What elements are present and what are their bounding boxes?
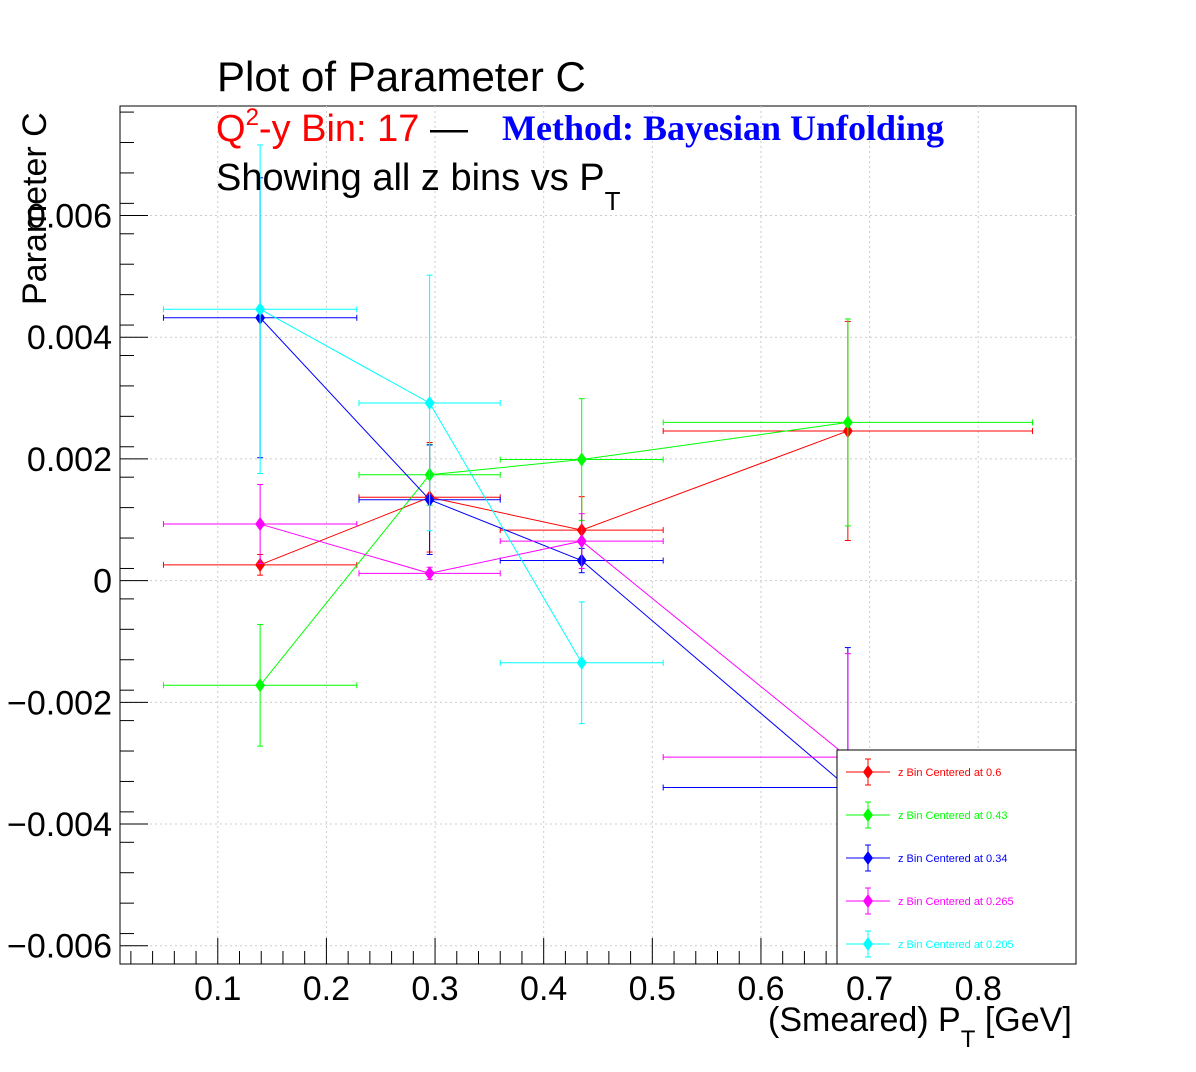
title-dash: — bbox=[430, 108, 468, 150]
y-tick-label: −0.002 bbox=[7, 684, 112, 722]
series-4 bbox=[162, 144, 664, 725]
x-tick-label: 0.8 bbox=[955, 970, 1002, 1008]
legend-label: z Bin Centered at 0.34 bbox=[898, 853, 1007, 865]
showing-text: Showing all z bins vs P bbox=[216, 157, 605, 199]
series-line bbox=[259, 430, 849, 566]
legend-box bbox=[836, 749, 1077, 965]
data-point bbox=[255, 678, 266, 693]
y-tick-label: 0 bbox=[93, 563, 112, 601]
legend-marker bbox=[863, 808, 873, 822]
legend-label: z Bin Centered at 0.205 bbox=[898, 939, 1014, 951]
legend-label: z Bin Centered at 0.6 bbox=[898, 767, 1001, 779]
legend-entry: z Bin Centered at 0.265 bbox=[846, 887, 1014, 915]
data-point bbox=[842, 415, 853, 430]
y-tick-label: 0.006 bbox=[27, 198, 112, 236]
series-line bbox=[259, 421, 848, 686]
y-tick-label: 0.004 bbox=[27, 319, 112, 357]
legend-marker bbox=[863, 894, 873, 908]
y-axis-label: Parameter C bbox=[16, 112, 54, 305]
data-point bbox=[576, 655, 587, 670]
legend-label: z Bin Centered at 0.265 bbox=[898, 896, 1014, 908]
q2-superscript: 2 bbox=[246, 104, 259, 131]
legend-entry: z Bin Centered at 0.34 bbox=[846, 844, 1007, 872]
bin-label: Q2-y Bin: 17 bbox=[216, 104, 419, 150]
y-tick-label: 0.002 bbox=[27, 441, 112, 479]
x-tick-label: 0.2 bbox=[303, 970, 350, 1008]
bin-text: -y Bin: 17 bbox=[259, 108, 420, 150]
series-line bbox=[259, 317, 849, 788]
x-tick-label: 0.6 bbox=[737, 970, 784, 1008]
y-tick-label: −0.004 bbox=[7, 806, 112, 844]
x-label-pre: (Smeared) P bbox=[768, 1001, 961, 1039]
legend-marker bbox=[863, 765, 873, 779]
legend-label: z Bin Centered at 0.43 bbox=[898, 810, 1007, 822]
x-axis-label: (Smeared) PT [GeV] bbox=[768, 1001, 1072, 1053]
series-line bbox=[260, 523, 849, 758]
y-axis-ticks: −0.006 −0.004 −0.002 0 0.002 0.004 0.006 bbox=[7, 198, 148, 966]
data-point bbox=[576, 452, 587, 467]
method-label: Method: Bayesian Unfolding bbox=[502, 108, 944, 148]
q2-prefix: Q bbox=[216, 108, 246, 150]
x-tick-label: 0.5 bbox=[629, 970, 676, 1008]
showing-label: Showing all z bins vs PT bbox=[216, 157, 621, 216]
data-point bbox=[255, 302, 266, 317]
x-label-post: [GeV] bbox=[975, 1001, 1071, 1039]
x-axis-ticks: 0.1 0.2 0.3 0.4 0.5 0.6 0.7 0.8 bbox=[194, 938, 1002, 1008]
legend: z Bin Centered at 0.6 z Bin Centered at 0… bbox=[836, 749, 1077, 965]
showing-subscript: T bbox=[605, 186, 621, 216]
data-point bbox=[255, 557, 266, 572]
x-label-sub: T bbox=[961, 1026, 976, 1053]
legend-entry: z Bin Centered at 0.43 bbox=[846, 801, 1007, 829]
data-point bbox=[424, 395, 435, 410]
legend-marker bbox=[863, 851, 873, 865]
data-point bbox=[424, 566, 435, 581]
chart-title: Plot of Parameter C bbox=[217, 53, 586, 100]
data-point bbox=[576, 534, 587, 549]
y-tick-label: −0.006 bbox=[7, 928, 112, 966]
legend-entry: z Bin Centered at 0.6 bbox=[846, 758, 1001, 786]
data-point bbox=[255, 517, 266, 532]
x-tick-label: 0.4 bbox=[520, 970, 567, 1008]
x-tick-label: 0.3 bbox=[411, 970, 458, 1008]
legend-marker bbox=[863, 937, 873, 951]
x-tick-label: 0.7 bbox=[846, 970, 893, 1008]
legend-entry: z Bin Centered at 0.205 bbox=[846, 930, 1014, 958]
x-tick-label: 0.1 bbox=[194, 970, 241, 1008]
